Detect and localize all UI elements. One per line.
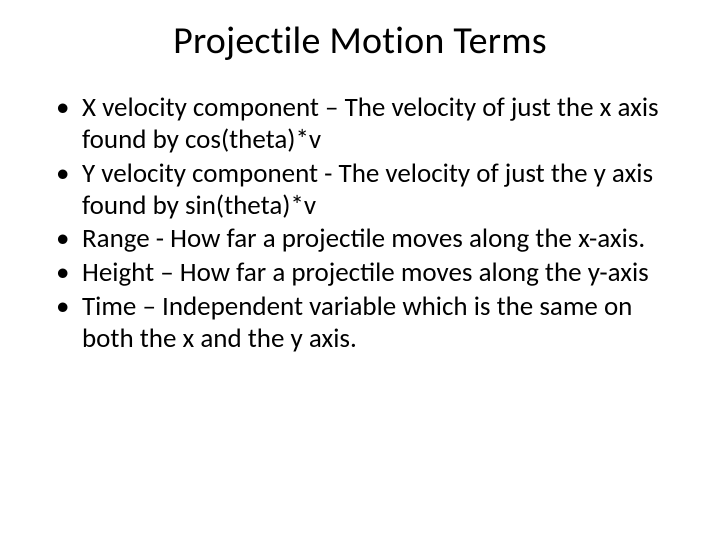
bullet-list: X velocity component – The velocity of j… (40, 92, 680, 355)
list-item: Height – How far a projectile moves alon… (54, 257, 680, 289)
list-item: X velocity component – The velocity of j… (54, 92, 680, 156)
list-item: Time – Independent variable which is the… (54, 291, 680, 355)
slide-title: Projectile Motion Terms (40, 18, 680, 64)
list-item: Y velocity component - The velocity of j… (54, 158, 680, 222)
slide: Projectile Motion Terms X velocity compo… (0, 0, 720, 540)
list-item: Range - How far a projectile moves along… (54, 223, 680, 255)
